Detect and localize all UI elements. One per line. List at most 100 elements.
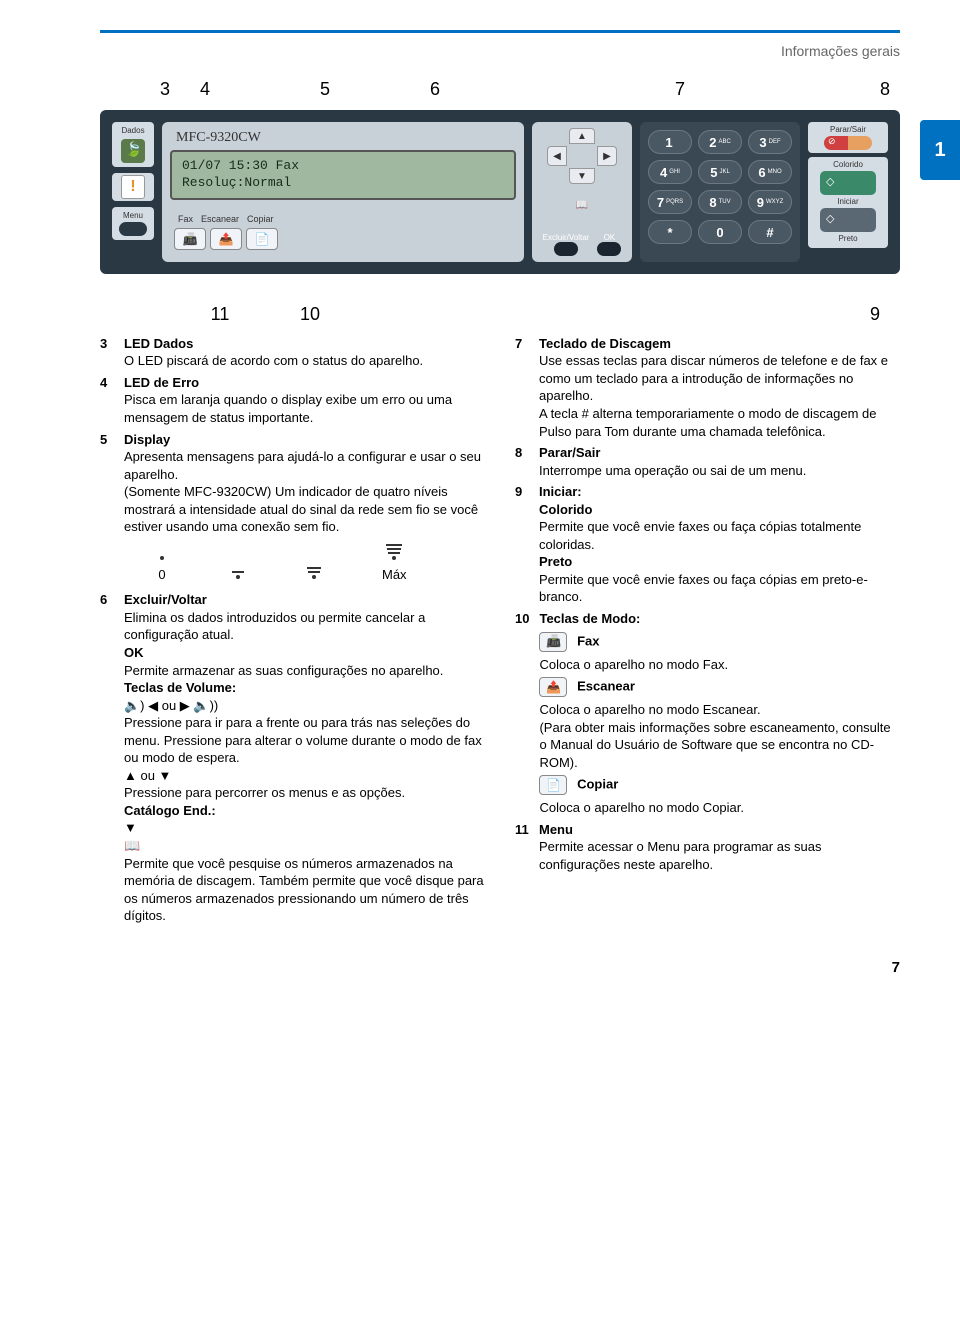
fax-mode-button[interactable]: 📠 — [174, 228, 206, 250]
item3-title: LED Dados — [124, 335, 485, 353]
item4-title: LED de Erro — [124, 374, 485, 392]
callout-10: 10 — [250, 304, 370, 325]
callout-7: 7 — [580, 79, 780, 100]
callout-11: 11 — [190, 304, 250, 325]
keypad: 1 2ABC 3DEF 4GHI 5JKL 6MNO 7PQRS 8TUV 9W… — [640, 122, 800, 262]
item10-num: 10 — [515, 610, 529, 817]
menu-button[interactable] — [119, 222, 147, 236]
item10-scan-note: (Para obter mais informações sobre escan… — [539, 719, 900, 772]
item8-num: 8 — [515, 444, 529, 479]
item9-color-body: Permite que você envie faxes ou faça cóp… — [539, 518, 900, 553]
fax-icon: 📠 — [539, 632, 567, 652]
item6-num: 6 — [100, 591, 114, 924]
item9-color-title: Colorido — [539, 501, 900, 519]
page-number: 7 — [100, 959, 900, 976]
left-column: 3 LED Dados O LED piscará de acordo com … — [100, 335, 485, 929]
callout-6: 6 — [430, 79, 570, 100]
key-hash[interactable]: # — [748, 220, 792, 244]
dpad-right[interactable]: ▶ — [597, 146, 617, 166]
dpad-down[interactable]: ▼ — [569, 168, 595, 184]
key-9[interactable]: 9WXYZ — [748, 190, 792, 214]
item6-vol-body: Pressione para ir para a frente ou para … — [124, 714, 485, 767]
item10-title: Teclas de Modo: — [539, 610, 900, 628]
header-divider — [100, 30, 900, 33]
callout-8: 8 — [790, 79, 890, 100]
item10-scan-label: Escanear — [577, 679, 635, 694]
item11-body: Permite acessar o Menu para programar as… — [539, 838, 900, 873]
item5-title: Display — [124, 431, 485, 449]
item4-num: 4 — [100, 374, 114, 427]
key-2[interactable]: 2ABC — [698, 130, 742, 154]
item6-vol-sym: 🔈) ◀ ou ▶ 🔈)) — [124, 697, 485, 715]
copy-icon: 📄 — [539, 775, 567, 795]
model-name: MFC-9320CW — [170, 130, 516, 146]
excluir-label: Excluir/Voltar — [543, 233, 590, 242]
item6-arrow-body: Pressione para percorrer os menus e as o… — [124, 784, 485, 802]
callouts-top: 3 4 5 6 7 8 — [100, 79, 900, 100]
iniciar-label: Iniciar — [812, 197, 884, 206]
menu-block: Menu — [112, 207, 154, 240]
signal-2-icon — [306, 563, 322, 583]
excluir-button[interactable] — [554, 242, 578, 256]
key-1[interactable]: 1 — [648, 130, 692, 154]
ok-label: OK — [597, 233, 621, 242]
item3-num: 3 — [100, 335, 114, 370]
item7-body: Use essas teclas para discar números de … — [539, 352, 900, 405]
dpad-up[interactable]: ▲ — [569, 128, 595, 144]
callout-5: 5 — [230, 79, 420, 100]
page-header: Informações gerais — [100, 43, 900, 59]
key-6[interactable]: 6MNO — [748, 160, 792, 184]
action-column: Parar/Sair Colorido Iniciar Preto — [808, 122, 888, 262]
item10-fax-label: Fax — [577, 633, 599, 648]
item6-title: Excluir/Voltar — [124, 591, 485, 609]
signal-1-icon — [230, 563, 246, 583]
item10-fax-body: Coloca o aparelho no modo Fax. — [539, 656, 900, 674]
item6-cat-body: Permite que você pesquise os números arm… — [124, 855, 485, 925]
item11-num: 11 — [515, 821, 529, 874]
mode-fax-label: Fax — [178, 214, 193, 224]
item6-vol-title: Teclas de Volume: — [124, 679, 485, 697]
item6-body: Elimina os dados introduzidos ou permite… — [124, 609, 485, 644]
right-column: 7 Teclado de Discagem Use essas teclas p… — [515, 335, 900, 929]
lcd-line2: Resoluç:Normal — [182, 175, 504, 192]
key-7[interactable]: 7PQRS — [648, 190, 692, 214]
callouts-bottom: 11 10 9 — [100, 304, 900, 325]
error-led-icon: ! — [121, 175, 145, 199]
key-5[interactable]: 5JKL — [698, 160, 742, 184]
callout-4: 4 — [190, 79, 220, 100]
item5-num: 5 — [100, 431, 114, 588]
key-star[interactable]: * — [648, 220, 692, 244]
parar-label: Parar/Sair — [812, 125, 884, 134]
item9-preto-body: Permite que você envie faxes ou faça cóp… — [539, 571, 900, 606]
item5-body: Apresenta mensagens para ajudá-lo a conf… — [124, 448, 485, 483]
item3-body: O LED piscará de acordo com o status do … — [124, 352, 485, 370]
item10-copy-body: Coloca o aparelho no modo Copiar. — [539, 799, 900, 817]
item6-arrow-sym: ▲ ou ▼ — [124, 767, 485, 785]
item9-title: Iniciar: — [539, 483, 900, 501]
item8-body: Interrompe uma operação ou sai de um men… — [539, 462, 900, 480]
key-0[interactable]: 0 — [698, 220, 742, 244]
key-4[interactable]: 4GHI — [648, 160, 692, 184]
signal-indicator: 0 Máx — [154, 544, 485, 584]
item4-body: Pisca em laranja quando o display exibe … — [124, 391, 485, 426]
start-color-button[interactable] — [820, 171, 876, 195]
display-area: MFC-9320CW 01/07 15:30 Fax Resoluç:Norma… — [162, 122, 524, 262]
item6-ok-body: Permite armazenar as suas configurações … — [124, 662, 485, 680]
copy-mode-button[interactable]: 📄 — [246, 228, 278, 250]
ok-button[interactable] — [597, 242, 621, 256]
scan-mode-button[interactable]: 📤 — [210, 228, 242, 250]
chapter-tab: 1 — [920, 120, 960, 180]
mode-group: Fax Escanear Copiar 📠 📤 📄 — [170, 208, 282, 254]
dpad-left[interactable]: ◀ — [547, 146, 567, 166]
scan-icon: 📤 — [539, 677, 567, 697]
mode-scan-label: Escanear — [201, 214, 239, 224]
key-8[interactable]: 8TUV — [698, 190, 742, 214]
key-3[interactable]: 3DEF — [748, 130, 792, 154]
start-mono-button[interactable] — [820, 208, 876, 232]
item6-cat-book: 📖 — [124, 837, 485, 855]
item6-cat-title: Catálogo End.: — [124, 802, 485, 820]
lcd-display: 01/07 15:30 Fax Resoluç:Normal — [170, 150, 516, 200]
stop-button[interactable] — [824, 136, 872, 150]
item10-copy-label: Copiar — [577, 777, 618, 792]
dados-box: Dados — [112, 122, 154, 167]
